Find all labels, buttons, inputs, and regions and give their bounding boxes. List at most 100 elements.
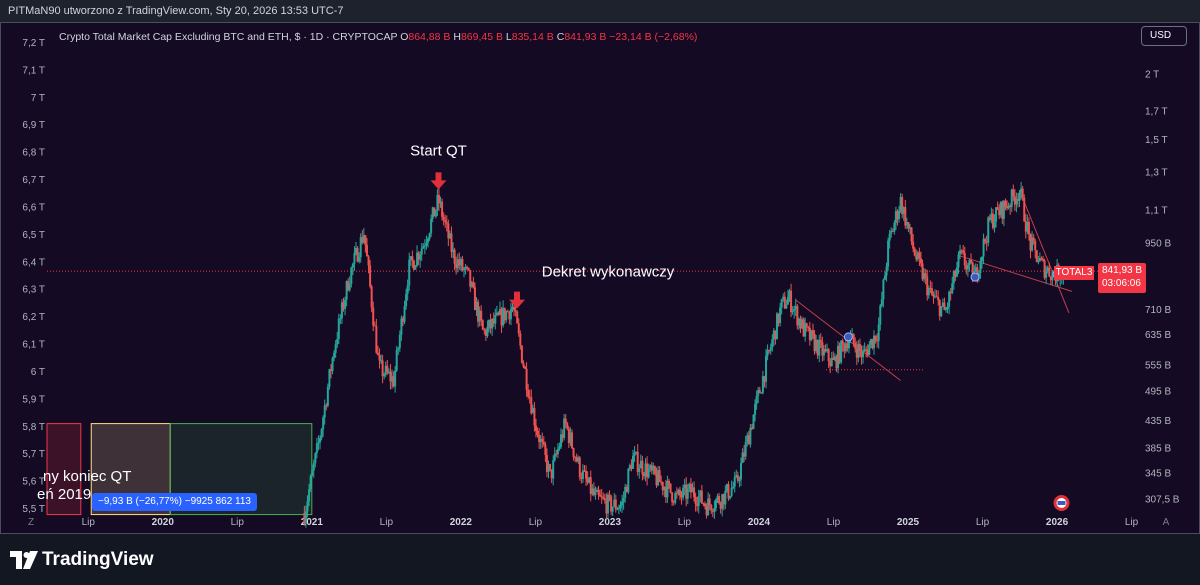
candle-body [570,432,573,448]
footer: TradingView [0,534,1200,585]
candle-body [941,302,944,307]
tradingview-logo-icon [10,551,38,569]
left-axis-tick-label: 6,8 T [22,148,45,159]
candle-body [826,349,829,352]
candle-body [811,330,814,334]
candle-body [545,455,548,472]
candle-body [461,259,464,271]
candle-body [508,311,511,320]
candle-body [732,486,735,489]
candle-body [699,490,702,497]
candle-body [678,489,681,496]
candle-body [462,269,465,271]
currency-button[interactable]: USD [1141,26,1187,46]
range-box-red [46,423,82,516]
candle-body [738,479,741,481]
candle-body [498,308,501,315]
candle-body [754,403,757,415]
candle-body [384,365,387,375]
candle-body [353,253,356,264]
candle-body [616,509,619,511]
candle-body [502,307,505,326]
candle-body [617,507,620,510]
left-axis-tick-label: 6,4 T [22,257,45,268]
candle-body [339,318,342,320]
candle-body [655,474,658,486]
annotation-dekret: Dekret wykonawczy [542,264,675,281]
candle-body [882,279,885,300]
candle-body [589,477,592,494]
candle-body [467,267,470,271]
candle-body [913,248,916,256]
candle-body [899,197,902,211]
candle-body [642,474,645,477]
candle-body [1001,202,1004,219]
candle-body [808,327,811,341]
candle-body [749,427,752,445]
left-axis-tick-label: 6,3 T [22,285,45,296]
candle-body [417,252,420,260]
candle-body [419,254,422,260]
candle-body [924,273,927,277]
candle-body [603,498,606,501]
candle-body [1018,192,1021,201]
candle-body [439,201,442,204]
chart-caption: PITMaN90 utworzono z TradingView.com, St… [8,5,344,17]
candle-body [841,340,844,345]
candle-body [555,453,558,455]
candle-body [907,222,910,229]
candle-body [866,349,869,356]
candle-body [984,239,987,242]
candle-body [966,265,969,270]
candle-body [433,207,436,217]
candle-body [405,293,408,307]
candle-body [365,245,368,257]
close-label: C [556,31,565,43]
candle-body [854,343,857,349]
candle-body [741,452,744,464]
left-axis-tick-label: 6 T [31,367,45,378]
candle-body [619,505,622,508]
candle-body [847,340,850,349]
candle-body [367,256,370,266]
chart-area[interactable]: 7,2 T 7,1 T 7 T 6,9 T 6,8 T 6,7 T 6,6 T 6,5 T 6,… [0,22,1200,534]
candle-body [716,495,719,500]
candle-body [991,213,994,228]
candle-body [542,441,545,445]
candle-body [652,466,655,471]
trend-line [1019,190,1070,314]
candle-body [527,389,530,397]
candle-body [874,335,877,341]
brand-name: TradingView [42,549,154,570]
chart-canvas[interactable]: 7,2 T 7,1 T 7 T 6,9 T 6,8 T 6,7 T 6,6 T 6,5 T 6,… [1,23,1199,533]
candle-body [714,499,717,509]
candle-body [904,207,907,226]
candle-body [873,335,876,349]
candle-body [707,498,710,516]
candle-body [583,470,586,472]
x-axis-tick-label: Lip [380,517,394,528]
x-axis-tick-label: Lip [82,517,96,528]
candle-body [729,496,732,499]
candle-body [696,504,699,507]
left-axis-tick-label: 6,2 T [22,312,45,323]
candle-body [567,428,570,443]
candle-body [525,368,528,390]
x-axis-tick-label: 2024 [748,517,771,528]
candle-body [359,237,362,258]
candle-body [566,423,569,429]
event-marker-icon [843,332,853,342]
candle-body [932,294,935,297]
right-axis-tick-label: 2 T [1145,70,1159,81]
left-axis-tick-label: 5,7 T [22,449,45,460]
candle-body [1046,267,1049,272]
candle-body [667,480,670,484]
left-axis-tick-label: 5,6 T [22,477,45,488]
candle-body [317,442,320,444]
candle-body [739,463,742,480]
candle-body [340,302,343,319]
candle-body [478,310,481,322]
price-tag: TOTAL3 841,93 B 03:06:06 [1054,263,1147,293]
candle-body [1051,271,1054,281]
x-axis-tick-label: Lip [1125,517,1139,528]
